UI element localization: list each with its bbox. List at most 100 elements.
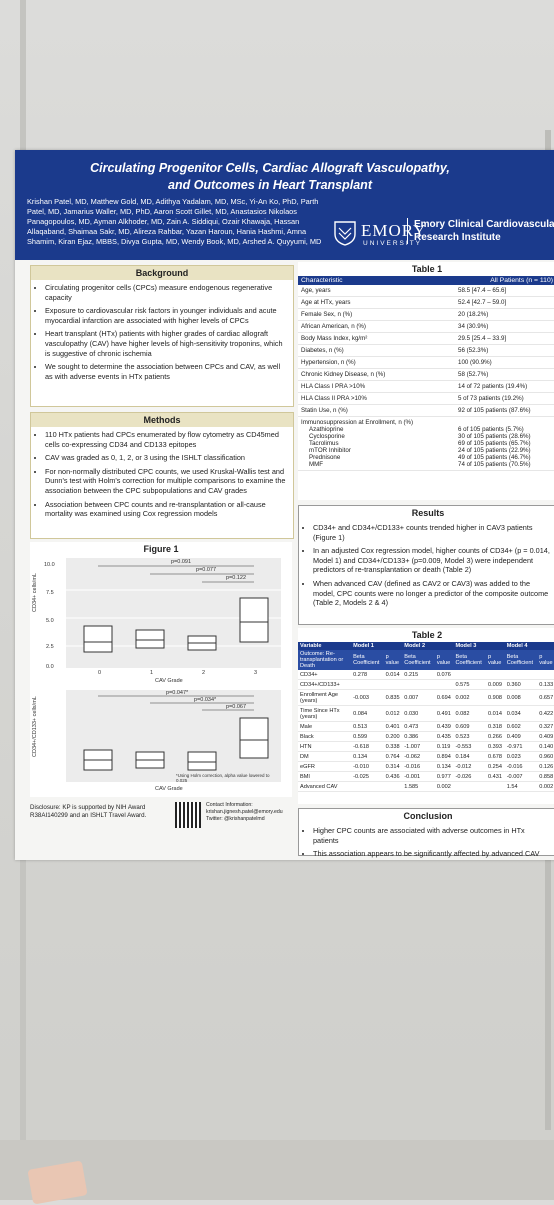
table-cell: 0.134 xyxy=(434,761,454,772)
table-cell: -0.062 xyxy=(402,751,435,762)
table-cell: 34 (30.9%) xyxy=(458,323,489,330)
table-cell: 14 of 72 patients (19.4%) xyxy=(458,383,528,390)
table-cell: Statin Use, n (%) xyxy=(301,407,348,414)
table-cell: 0.119 xyxy=(434,741,454,752)
table-cell: 0.002 xyxy=(434,781,454,792)
disclosure-text: Disclosure: KP is supported by NIH Award… xyxy=(30,804,147,819)
table-cell: Hypertension, n (%) xyxy=(301,359,356,366)
table-1-body: Age, years 58.5 [47.4 – 65.6] Age at HTx, … xyxy=(298,285,554,417)
table-2: Table 2 Variable Model 1 Model 2 Model 3 Mod… xyxy=(298,628,554,804)
table-cell: 0.082 xyxy=(453,705,487,722)
table-cell: mTOR Inhibitor xyxy=(309,447,351,454)
immuno-label: Immunosuppression at Enrollment, n (%) xyxy=(301,419,414,426)
table-cell: -0.010 xyxy=(351,761,384,772)
table-cell: Tacrolimus xyxy=(309,440,339,447)
poster-footer: Disclosure: KP is supported by NIH Award… xyxy=(30,800,292,850)
table-cell: 0.609 xyxy=(453,721,487,732)
title-line-1: Circulating Progenitor Cells, Cardiac Al… xyxy=(90,161,450,175)
pvalue-label: p=0.047* xyxy=(166,690,189,696)
table-cell: CD34+/CD133+ xyxy=(298,679,352,690)
table-cell: 0.007 xyxy=(402,689,435,706)
institute-line-1: Emory Clinical Cardiovascular xyxy=(414,219,554,230)
table-cell: 0.140 xyxy=(537,741,554,752)
table-row: Age at HTx, years 52.4 [42.7 – 59.0] xyxy=(298,297,554,309)
table-cell: -0.016 xyxy=(402,761,435,772)
table-cell: 0.360 xyxy=(504,679,538,690)
table-cell: -0.618 xyxy=(351,741,384,752)
table-cell: -0.553 xyxy=(453,741,487,752)
table-cell: 0.764 xyxy=(383,751,403,762)
table-header-cell xyxy=(537,642,554,650)
table-subheader-cell: Beta Coefficient xyxy=(504,650,538,670)
table-cell: 56 (52.3%) xyxy=(458,347,489,354)
table-2-subheader-row: Outcome: Re-transplantation or Death Beta… xyxy=(298,650,554,670)
contact-email: krishan.jignesh.patel@emory.edu xyxy=(206,809,283,815)
table-cell: 0.012 xyxy=(383,705,403,722)
list-item: Heart transplant (HTx) patients with hig… xyxy=(45,329,287,358)
shield-icon xyxy=(334,221,356,246)
methods-section: Methods 110 HTx patients had CPCs enumer… xyxy=(30,412,294,539)
list-item: 110 HTx patients had CPCs enumerated by … xyxy=(45,430,287,449)
table-row: Statin Use, n (%) 92 of 105 patients (87.… xyxy=(298,405,554,417)
figure-1-heading: Figure 1 xyxy=(30,542,292,556)
table-cell xyxy=(486,670,505,680)
table-cell: 69 of 105 patients (65.7%) xyxy=(458,440,531,447)
table-cell: 20 (18.2%) xyxy=(458,311,489,318)
qr-code-icon[interactable] xyxy=(175,802,201,828)
table-cell: Prednisone xyxy=(309,454,341,461)
table-row: Time Since HTx (years) 0.084 0.012 0.030 0.4… xyxy=(298,705,554,722)
y-axis-label: CD34+/CD133+ cells/mL xyxy=(32,696,38,757)
table-cell: 0.473 xyxy=(402,721,435,732)
x-tick: 3 xyxy=(254,670,258,676)
x-axis-label: CAV Grade xyxy=(155,678,183,684)
university-wordmark: UNIVERSITY xyxy=(363,240,423,247)
table-cell: 0.014 xyxy=(383,670,403,680)
pvalue-label: p=0.122 xyxy=(226,575,247,581)
table-cell: 0.491 xyxy=(434,705,454,722)
cd34-cd133-boxplot: p=0.047* p=0.034* p=0.067 *Using Holm co… xyxy=(66,690,281,783)
table-row: BMI -0.025 0.436 -0.001 0.977 -0.026 0.431 -0.0… xyxy=(298,771,554,782)
table-cell xyxy=(504,670,538,680)
table-cell: 0.030 xyxy=(402,705,435,722)
table-cell: HLA Class II PRA >10% xyxy=(301,395,367,402)
table-cell: Age, years xyxy=(301,287,331,294)
table-cell: African American, n (%) xyxy=(301,323,366,330)
table-header-cell: Variable xyxy=(298,642,352,650)
table-cell: Cyclosporine xyxy=(309,433,345,440)
table-row: Prednisone 49 of 105 patients (46.7%) xyxy=(301,454,553,461)
table-row: Diabetes, n (%) 56 (52.3%) xyxy=(298,345,554,357)
table-cell: 0.858 xyxy=(537,771,554,782)
table-cell xyxy=(537,670,554,680)
table-row: Tacrolimus 69 of 105 patients (65.7%) xyxy=(301,440,553,447)
table-2-header-row: Variable Model 1 Model 2 Model 3 Model 4 xyxy=(298,642,554,650)
table-row: Body Mass Index, kg/m² 29.5 [25.4 – 33.9] xyxy=(298,333,554,345)
table-1-header: Characteristic All Patients (n = 110) xyxy=(298,276,554,285)
table-row: Hypertension, n (%) 100 (90.9%) xyxy=(298,357,554,369)
x-axis-label: CAV Grade xyxy=(155,786,183,792)
table-cell: 30 of 105 patients (28.6%) xyxy=(458,433,531,440)
table-cell: 0.694 xyxy=(434,689,454,706)
table-cell: BMI xyxy=(298,771,352,782)
cd34-boxplot: p=0.091 p=0.077 p=0.122 xyxy=(66,558,281,668)
table-cell: 0.657 xyxy=(537,689,554,706)
table-cell: Body Mass Index, kg/m² xyxy=(301,335,368,342)
table-header-cell: All Patients (n = 110) xyxy=(490,277,553,284)
list-item: In an adjusted Cox regression model, hig… xyxy=(313,546,551,575)
background-section: Background Circulating progenitor cells … xyxy=(30,265,294,407)
table-cell: 0.002 xyxy=(537,781,554,792)
table-cell: 0.076 xyxy=(434,670,454,680)
table-cell: 0.602 xyxy=(504,721,538,732)
pvalue-label: p=0.077 xyxy=(196,567,217,573)
table-cell: Chronic Kidney Disease, n (%) xyxy=(301,371,386,378)
table-cell: 0.523 xyxy=(453,731,487,742)
table-subheader-cell: Beta Coefficient xyxy=(453,650,487,670)
table-cell: 0.977 xyxy=(434,771,454,782)
conclusion-section: Conclusion Higher CPC counts are associa… xyxy=(298,808,554,858)
table-cell: 0.386 xyxy=(402,731,435,742)
table-cell: 0.002 xyxy=(453,689,487,706)
table-row: eGFR -0.010 0.314 -0.016 0.134 -0.012 0.254 -0.… xyxy=(298,761,554,772)
table-cell: 0.599 xyxy=(351,731,384,742)
table-cell: 0.184 xyxy=(453,751,487,762)
table-cell: 0.266 xyxy=(486,731,505,742)
table-cell: 0.318 xyxy=(486,721,505,732)
